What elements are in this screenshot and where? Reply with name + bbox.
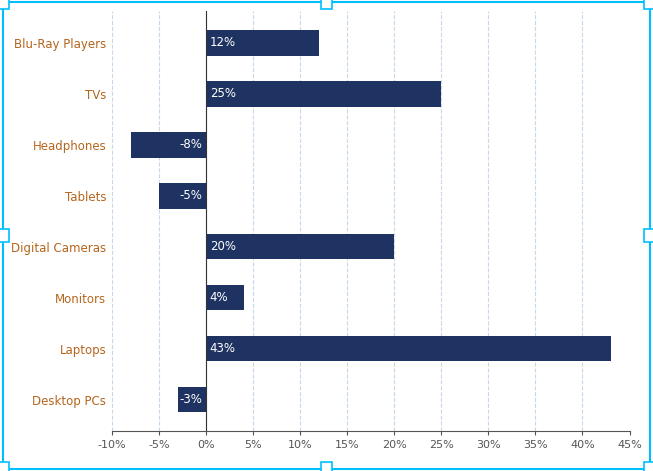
- Text: 4%: 4%: [210, 291, 229, 304]
- Bar: [206, 336, 611, 361]
- Bar: [178, 387, 206, 412]
- Text: -3%: -3%: [180, 393, 202, 406]
- Text: 12%: 12%: [210, 36, 236, 49]
- Text: -8%: -8%: [180, 138, 202, 151]
- Text: 20%: 20%: [210, 240, 236, 253]
- Bar: [206, 30, 319, 56]
- Bar: [206, 81, 441, 106]
- Text: -5%: -5%: [180, 189, 202, 203]
- Bar: [206, 285, 244, 310]
- Text: 25%: 25%: [210, 88, 236, 100]
- Bar: [131, 132, 206, 158]
- Text: 43%: 43%: [210, 342, 236, 355]
- Bar: [159, 183, 206, 209]
- Bar: [206, 234, 394, 260]
